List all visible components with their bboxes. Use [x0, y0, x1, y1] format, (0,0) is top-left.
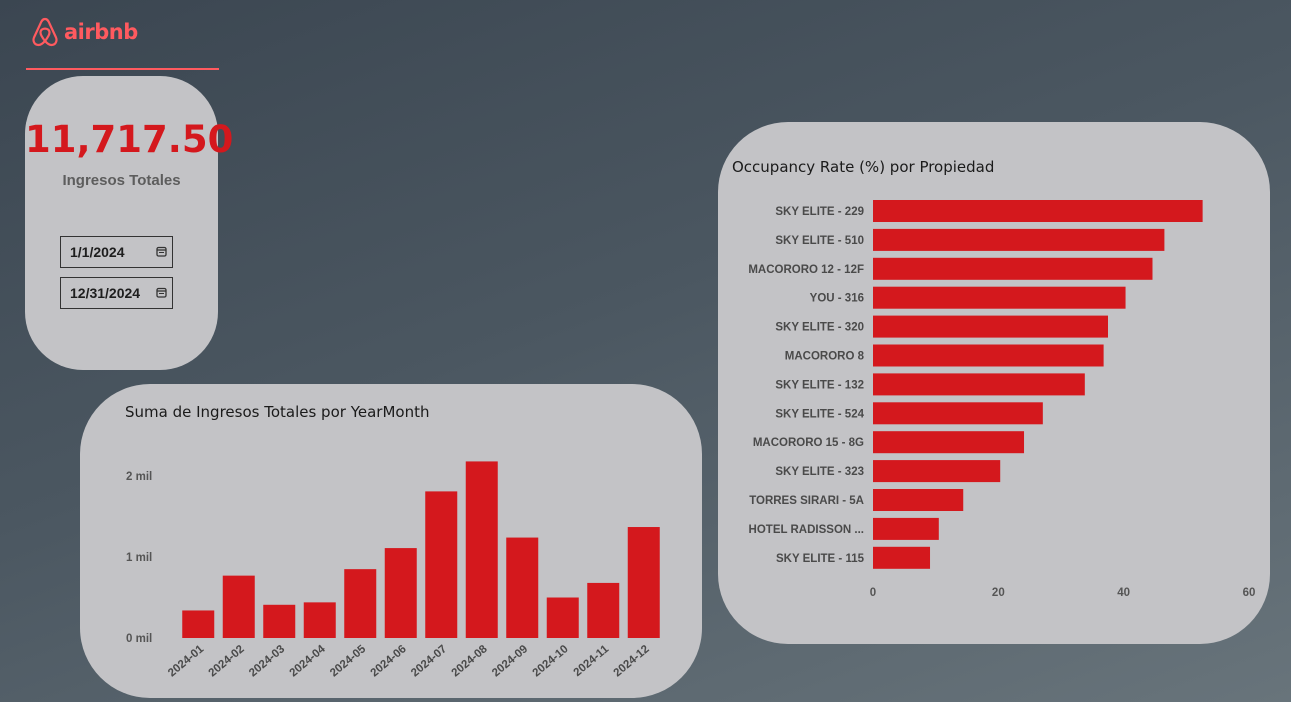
occupancy-bar[interactable] — [873, 373, 1085, 396]
x-tick-label: 2024-07 — [409, 643, 449, 679]
occupancy-bar[interactable] — [873, 460, 1001, 483]
calendar-icon[interactable] — [156, 287, 167, 298]
revenue-bar[interactable] — [344, 569, 377, 638]
occupancy-bar[interactable] — [873, 402, 1043, 425]
revenue-by-month-card: Suma de Ingresos Totales por YearMonth 0… — [80, 384, 702, 698]
property-label: SKY ELITE - 132 — [775, 379, 864, 391]
occupancy-chart-title: Occupancy Rate (%) por Propiedad — [732, 158, 995, 176]
occupancy-bar-chart: SKY ELITE - 229 SKY ELITE - 510 MACORORO 1… — [748, 200, 1256, 599]
revenue-bar[interactable] — [506, 537, 539, 638]
airbnb-logo: airbnb — [30, 16, 138, 48]
property-label: MACORORO 15 - 8G — [753, 437, 864, 449]
start-date-value: 1/1/2024 — [70, 244, 125, 260]
revenue-chart-title: Suma de Ingresos Totales por YearMonth — [125, 403, 430, 421]
revenue-bar[interactable] — [222, 575, 255, 638]
revenue-bar[interactable] — [627, 527, 660, 638]
property-label: SKY ELITE - 510 — [775, 235, 864, 247]
x-tick-label: 60 — [1243, 587, 1256, 599]
airbnb-belo-icon — [32, 17, 58, 47]
x-tick-label: 2024-09 — [490, 643, 530, 679]
occupancy-bar[interactable] — [873, 228, 1165, 251]
occupancy-bar[interactable] — [873, 546, 931, 569]
revenue-bar[interactable] — [384, 548, 417, 638]
property-label: MACORORO 12 - 12F — [748, 264, 864, 276]
x-tick-label: 0 — [870, 587, 876, 599]
x-tick-label: 20 — [992, 587, 1005, 599]
property-label: SKY ELITE - 524 — [775, 408, 864, 420]
kpi-card: 11,717.50 Ingresos Totales 1/1/2024 12/3… — [25, 76, 234, 370]
occupancy-card: Occupancy Rate (%) por Propiedad SKY ELI… — [718, 122, 1270, 644]
occupancy-bar[interactable] — [873, 517, 939, 540]
property-label: YOU - 316 — [810, 293, 864, 305]
x-tick-label: 2024-03 — [247, 643, 287, 679]
revenue-bar[interactable] — [182, 610, 215, 638]
y-tick-label: 1 mil — [126, 552, 152, 564]
total-revenue-label: Ingresos Totales — [62, 172, 181, 189]
occupancy-bar[interactable] — [873, 257, 1153, 280]
brand-name: airbnb — [64, 20, 138, 44]
y-tick-label: 2 mil — [126, 471, 152, 483]
occupancy-bar[interactable] — [873, 315, 1108, 338]
occupancy-bar[interactable] — [873, 200, 1203, 222]
occupancy-bar[interactable] — [873, 344, 1104, 367]
property-label: MACORORO 8 — [785, 351, 865, 363]
revenue-bar[interactable] — [303, 602, 336, 638]
x-tick-label: 40 — [1117, 587, 1130, 599]
x-tick-label: 2024-10 — [531, 643, 571, 679]
calendar-icon[interactable] — [156, 246, 167, 257]
x-tick-label: 2024-12 — [612, 643, 652, 679]
property-label: SKY ELITE - 323 — [775, 466, 864, 478]
revenue-bar[interactable] — [263, 604, 296, 638]
revenue-bar[interactable] — [587, 582, 620, 638]
end-date-value: 12/31/2024 — [70, 285, 141, 301]
total-revenue-value: 11,717.50 — [25, 118, 234, 161]
revenue-bar[interactable] — [546, 597, 579, 639]
start-date-picker[interactable]: 1/1/2024 — [60, 236, 173, 268]
property-label: SKY ELITE - 229 — [775, 206, 864, 218]
x-tick-label: 2024-05 — [328, 643, 369, 680]
property-label: SKY ELITE - 115 — [776, 553, 865, 565]
y-tick-label: 0 mil — [126, 633, 152, 645]
x-tick-label: 2024-06 — [369, 643, 409, 679]
x-tick-label: 2024-04 — [288, 643, 329, 680]
end-date-picker[interactable]: 12/31/2024 — [60, 277, 173, 309]
revenue-bar[interactable] — [465, 461, 498, 638]
occupancy-bar[interactable] — [873, 489, 964, 511]
x-tick-label: 2024-01 — [166, 643, 207, 680]
property-label: HOTEL RADISSON ... — [749, 524, 864, 536]
x-tick-label: 2024-11 — [572, 643, 612, 679]
revenue-bar[interactable] — [425, 491, 458, 638]
occupancy-bar[interactable] — [873, 431, 1025, 454]
property-label: SKY ELITE - 320 — [775, 322, 864, 334]
header-divider — [26, 68, 219, 70]
property-label: TORRES SIRARI - 5A — [749, 495, 864, 507]
occupancy-bar[interactable] — [873, 286, 1126, 309]
x-tick-label: 2024-08 — [450, 643, 491, 680]
x-tick-label: 2024-02 — [207, 643, 247, 679]
